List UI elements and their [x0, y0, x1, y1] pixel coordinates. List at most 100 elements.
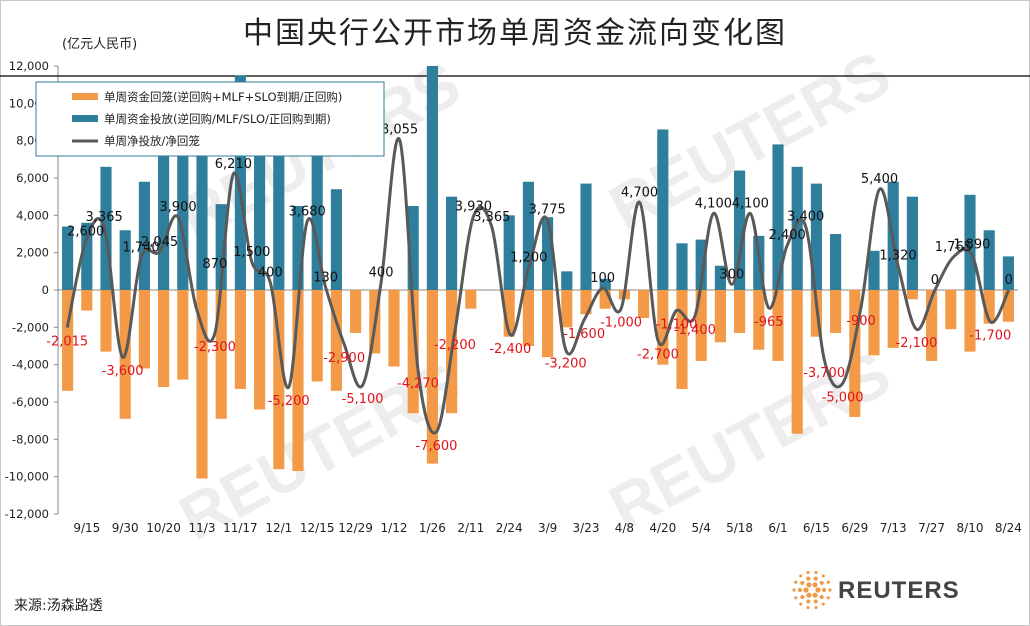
inject-bar — [446, 196, 458, 290]
data-label: -2,700 — [637, 347, 679, 362]
inject-bar — [254, 142, 266, 290]
drain-bar — [542, 290, 554, 358]
data-label: -1,100 — [656, 318, 698, 333]
drain-bar — [311, 290, 323, 382]
x-tick-label: 7/13 — [880, 521, 907, 535]
brand-logo-dot — [828, 588, 832, 592]
y-tick-label: -12,000 — [5, 507, 49, 521]
drain-bar — [138, 290, 150, 369]
x-tick-label: 1/26 — [419, 521, 446, 535]
data-label: 300 — [719, 267, 744, 282]
drain-bar — [234, 290, 246, 389]
drain-bar — [100, 290, 112, 352]
brand-logo-dot — [814, 570, 818, 575]
data-label: 3,680 — [289, 204, 326, 219]
x-tick-label: 4/20 — [649, 521, 676, 535]
x-tick-label: 9/15 — [73, 521, 100, 535]
drain-bar — [177, 290, 189, 380]
x-tick-label: 5/18 — [726, 521, 753, 535]
brand-logo-dot — [794, 580, 798, 584]
inject-bar — [196, 84, 208, 291]
inject-bar — [580, 183, 592, 290]
y-tick-label: -4,000 — [12, 358, 49, 372]
data-label: -2,400 — [489, 342, 531, 357]
data-label: 400 — [369, 266, 394, 281]
drain-bar — [426, 290, 438, 464]
brand-logo-dot — [806, 599, 811, 604]
drain-bar — [926, 290, 938, 361]
inject-bar — [714, 265, 726, 290]
drain-bar — [695, 290, 707, 361]
data-label: -3,200 — [545, 357, 587, 372]
inject-bar — [119, 230, 131, 290]
drain-bar — [330, 290, 342, 391]
data-label: -3,600 — [102, 364, 144, 379]
x-tick-label: 12/1 — [265, 521, 292, 535]
brand-logo-dot — [813, 599, 818, 604]
x-tick-label: 5/4 — [692, 521, 711, 535]
brand-logo-dot — [812, 592, 818, 598]
inject-bar — [292, 206, 304, 290]
brand-logo-dot — [799, 574, 803, 578]
data-label: 3,365 — [86, 210, 123, 225]
legend-label: 单周资金投放(逆回购/MLF/SLO/正回购到期) — [104, 112, 331, 126]
drain-bar — [599, 290, 611, 309]
data-label: -5,000 — [822, 390, 864, 405]
x-tick-label: 4/8 — [615, 521, 634, 535]
y-tick-label: 4,000 — [16, 208, 49, 222]
data-label: -2,300 — [194, 340, 236, 355]
legend-label: 单周资金回笼(逆回购+MLF+SLO到期/正回购) — [104, 90, 342, 104]
inject-bar — [657, 129, 669, 290]
chart-title: 中国央行公开市场单周资金流向变化图 — [243, 16, 787, 51]
brand-logo-dot — [819, 580, 824, 586]
x-tick-label: 9/30 — [112, 521, 139, 535]
drain-bar — [753, 290, 765, 350]
drain-bar — [465, 290, 477, 309]
data-label: 3,930 — [455, 200, 492, 215]
data-label: -7,600 — [416, 439, 458, 454]
inject-bar — [503, 215, 515, 290]
x-tick-label: 10/20 — [146, 521, 181, 535]
inject-bar — [676, 243, 688, 290]
brand-logo-dot — [814, 605, 818, 610]
inject-bar — [599, 278, 611, 290]
drain-bar — [350, 290, 362, 333]
y-tick-label: 12,000 — [9, 59, 49, 73]
drain-bar — [388, 290, 400, 367]
y-tick-label: 2,000 — [16, 246, 49, 260]
inject-bar — [177, 127, 189, 290]
data-label: 400 — [258, 266, 283, 281]
brand-logo-dot — [806, 576, 811, 581]
drain-bar — [561, 290, 573, 328]
inject-bar — [906, 196, 918, 290]
y-tick-label: 6,000 — [16, 171, 49, 185]
inject-bar — [215, 204, 227, 290]
source-note: 来源:汤森路透 — [14, 598, 103, 614]
inject-bar — [964, 194, 976, 290]
x-tick-label: 3/23 — [573, 521, 600, 535]
data-label: 1,320 — [879, 248, 916, 263]
inject-bar — [158, 153, 170, 290]
data-label: -5,200 — [268, 394, 310, 409]
drain-bar — [638, 290, 650, 318]
data-label: -1,700 — [969, 329, 1011, 344]
x-tick-label: 1/12 — [381, 521, 408, 535]
inject-bar — [791, 166, 803, 290]
brand-logo-dot — [815, 587, 821, 593]
data-label: 3,365 — [473, 210, 510, 225]
data-label: 4,700 — [621, 185, 658, 200]
brand-logo-dot — [821, 587, 827, 593]
drain-bar — [62, 290, 74, 391]
drain-bar — [292, 290, 304, 472]
inject-bar — [810, 183, 822, 290]
inject-bar — [542, 217, 554, 290]
brand-logo-dot — [821, 602, 825, 606]
data-label: -2,200 — [434, 338, 476, 353]
y-tick-label: -10,000 — [5, 470, 49, 484]
x-tick-label: 8/24 — [995, 521, 1022, 535]
legend-swatch — [72, 93, 98, 100]
brand-logo-dot — [826, 580, 830, 584]
brand-logo-dot — [797, 587, 803, 593]
data-label: 1,200 — [510, 251, 547, 266]
x-tick-label: 7/27 — [918, 521, 945, 535]
